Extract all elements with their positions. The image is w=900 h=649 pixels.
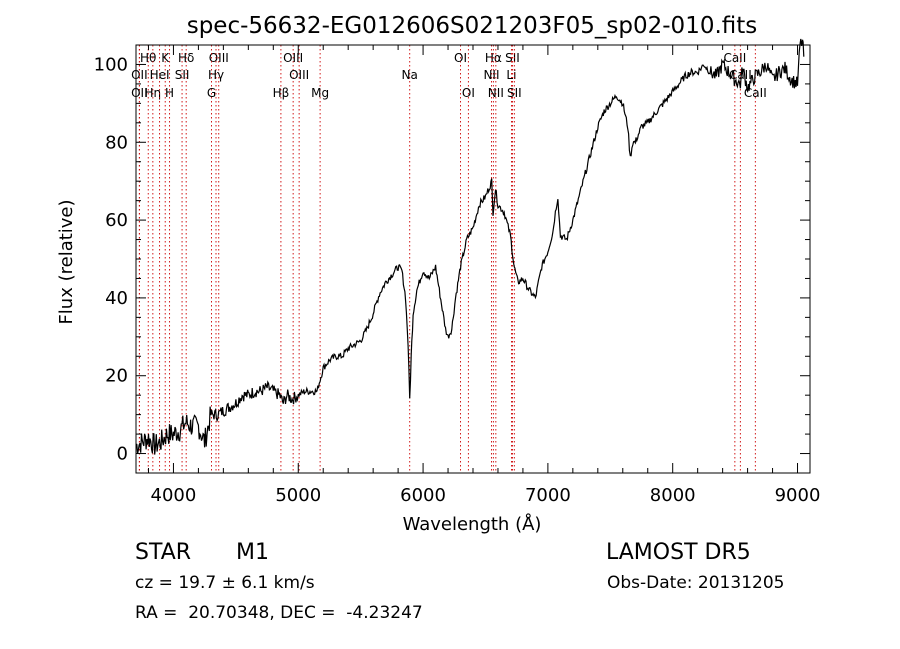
marker-label: Na bbox=[402, 68, 418, 82]
marker-label: NII bbox=[483, 68, 499, 82]
y-axis: 0 20 40 60 80 100 bbox=[94, 44, 810, 474]
obs-date: Obs-Date: 20131205 bbox=[607, 573, 785, 593]
y-axis-label: Flux (relative) bbox=[56, 199, 77, 324]
spectrum-series-line bbox=[135, 38, 805, 455]
marker-label: Hη bbox=[145, 86, 162, 100]
marker-label: OI bbox=[454, 51, 467, 65]
y-tick-label: 40 bbox=[105, 288, 128, 309]
marker-label: SII bbox=[507, 86, 522, 100]
redshift-value: cz = 19.7 ± 6.1 km/s bbox=[135, 573, 315, 593]
y-tick-label: 100 bbox=[94, 54, 128, 75]
marker-label: NII bbox=[488, 86, 504, 100]
marker-label: SII bbox=[175, 68, 190, 82]
object-class: STAR bbox=[135, 540, 192, 565]
x-axis: 4000 5000 6000 7000 8000 9000 bbox=[147, 45, 821, 506]
plot-frame bbox=[135, 44, 811, 474]
marker-label: OII bbox=[131, 86, 148, 100]
marker-label: OIII bbox=[283, 51, 303, 65]
marker-label: Mg bbox=[311, 86, 329, 100]
coordinates: RA = 20.70348, DEC = -4.23247 bbox=[135, 603, 423, 623]
y-tick-label: 80 bbox=[105, 132, 128, 153]
marker-label: Hα bbox=[485, 51, 502, 65]
marker-label: OII bbox=[131, 68, 148, 82]
marker-label: SII bbox=[505, 51, 520, 65]
marker-label: CaII bbox=[723, 51, 746, 65]
x-axis-label: Wavelength (Å) bbox=[403, 513, 542, 535]
marker-label: CaII bbox=[729, 68, 752, 82]
marker-label: Li bbox=[506, 68, 516, 82]
x-tick-label: 9000 bbox=[775, 485, 821, 506]
survey-name: LAMOST DR5 bbox=[606, 540, 751, 565]
marker-label: Hγ bbox=[208, 68, 224, 82]
marker-label: K bbox=[161, 51, 170, 65]
x-tick-label: 8000 bbox=[650, 485, 696, 506]
marker-label: HeI bbox=[150, 68, 170, 82]
marker-label: OI bbox=[462, 86, 475, 100]
x-tick-label: 7000 bbox=[525, 485, 571, 506]
chart-title: spec-56632-EG012606S021203F05_sp02-010.f… bbox=[187, 13, 758, 39]
x-tick-label: 5000 bbox=[275, 485, 321, 506]
marker-label: OIII bbox=[209, 51, 229, 65]
marker-label: Hδ bbox=[178, 51, 194, 65]
y-tick-label: 60 bbox=[105, 210, 128, 231]
object-subclass: M1 bbox=[236, 540, 269, 565]
x-tick-label: 6000 bbox=[400, 485, 446, 506]
marker-label: H bbox=[165, 86, 174, 100]
x-tick-label: 4000 bbox=[151, 485, 197, 506]
marker-label: G bbox=[207, 86, 216, 100]
marker-label: Hθ bbox=[140, 51, 156, 65]
marker-label: Hβ bbox=[273, 86, 290, 100]
marker-label: OIII bbox=[289, 68, 309, 82]
y-tick-label: 20 bbox=[105, 366, 128, 387]
y-tick-label: 0 bbox=[117, 444, 128, 465]
